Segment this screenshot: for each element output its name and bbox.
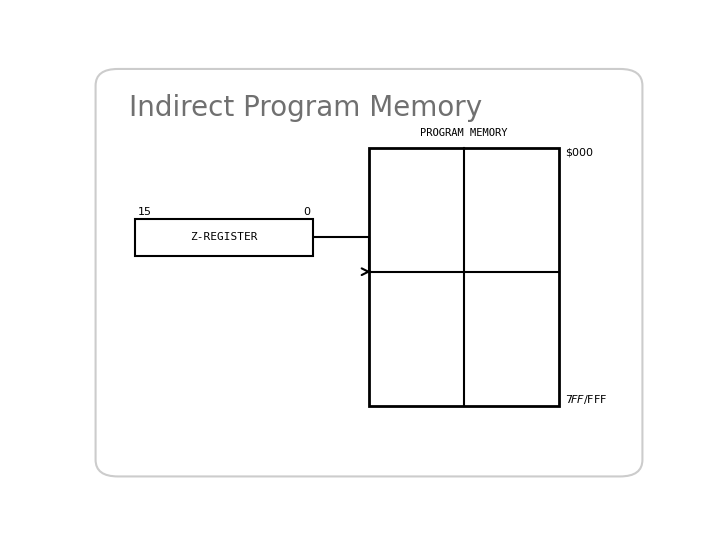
Bar	[135, 219, 313, 256]
Text: 15: 15	[138, 207, 151, 217]
Text: 0: 0	[303, 207, 310, 217]
FancyBboxPatch shape	[96, 69, 642, 476]
Text: Z-REGISTER: Z-REGISTER	[190, 232, 258, 242]
Text: PROGRAM MEMORY: PROGRAM MEMORY	[420, 127, 508, 138]
Text: Indirect Program Memory: Indirect Program Memory	[129, 94, 482, 122]
Bar	[369, 148, 559, 406]
Text: $000: $000	[565, 148, 593, 158]
Text: $7FF/$FFF: $7FF/$FFF	[565, 393, 608, 406]
